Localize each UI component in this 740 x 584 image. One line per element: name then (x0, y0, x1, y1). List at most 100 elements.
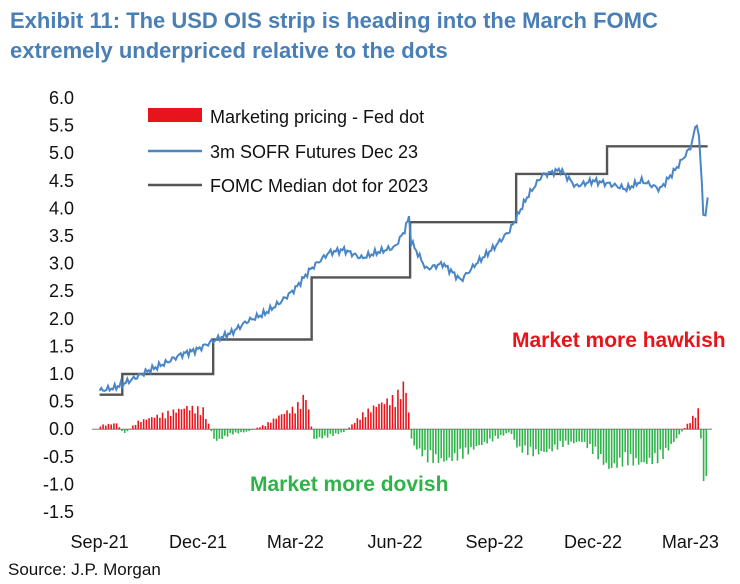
bar (670, 429, 672, 444)
bar (315, 429, 318, 439)
bar (589, 429, 591, 444)
bar (448, 429, 451, 458)
bar (551, 429, 553, 452)
bar (410, 429, 413, 439)
bar (575, 429, 578, 443)
bar (683, 428, 686, 430)
bar (340, 429, 342, 433)
bar (329, 429, 332, 434)
bar (332, 429, 334, 436)
bar (667, 429, 670, 451)
bar (107, 423, 110, 430)
bar (418, 429, 421, 449)
bar (483, 429, 486, 442)
bar (245, 429, 248, 432)
bar (467, 429, 470, 455)
y-tick-label: 5.5 (49, 116, 74, 136)
bar (572, 429, 575, 444)
bar (581, 429, 583, 443)
bar (240, 429, 242, 433)
bar (175, 412, 177, 430)
bar (334, 429, 337, 434)
bar (600, 429, 602, 455)
y-tick-label: 4.5 (49, 171, 74, 191)
bar (478, 429, 480, 446)
y-tick-label: 2.0 (49, 309, 74, 329)
legend-label: Marketing pricing - Fed dot (210, 107, 424, 127)
bar (183, 408, 186, 430)
bar (310, 426, 313, 430)
bar (456, 429, 459, 461)
y-tick-label: 1.5 (49, 336, 74, 356)
y-tick-label: 3.5 (49, 226, 74, 246)
bar (662, 429, 664, 459)
bar (364, 417, 367, 430)
bar (621, 429, 624, 467)
legend-label: 3m SOFR Futures Dec 23 (210, 142, 418, 162)
sofr-line (98, 124, 709, 393)
bar (378, 403, 380, 430)
bar (562, 429, 564, 448)
bar (372, 405, 375, 430)
bar (391, 395, 394, 430)
bar (432, 429, 434, 464)
bar (164, 418, 167, 430)
bar (532, 429, 534, 457)
bar (224, 429, 226, 436)
bar (213, 429, 215, 439)
bar (288, 413, 291, 430)
bar (353, 423, 356, 430)
y-tick-label: 3.0 (49, 254, 74, 274)
bar (416, 429, 418, 450)
bar (629, 429, 632, 454)
bar (229, 429, 232, 434)
bar (627, 429, 629, 466)
bar (126, 429, 129, 432)
bar (624, 429, 626, 453)
bar (545, 429, 548, 453)
bar (123, 429, 126, 433)
bar (313, 429, 315, 439)
bar (99, 426, 102, 430)
bar (648, 429, 651, 458)
bar (602, 429, 605, 465)
bar (167, 410, 169, 430)
bar (537, 429, 540, 455)
bar (305, 400, 307, 430)
bar (529, 429, 532, 447)
bar (345, 429, 348, 431)
bar (637, 429, 640, 465)
source-note: Source: J.P. Morgan (8, 560, 161, 579)
bar (556, 429, 559, 450)
bar (443, 429, 445, 462)
bar (307, 409, 310, 430)
bar (140, 422, 142, 430)
bar (178, 408, 180, 430)
legend-swatch-bars (148, 108, 202, 122)
bar (202, 407, 204, 430)
bar (407, 412, 410, 430)
bar (380, 402, 383, 430)
bar (613, 429, 616, 464)
bar (242, 429, 245, 433)
bar (161, 412, 164, 430)
annotations: Market more hawkish Market more dovish (250, 329, 726, 496)
bar (524, 429, 526, 446)
x-tick-label: Mar-23 (662, 532, 719, 552)
bar (594, 429, 597, 447)
bar (453, 429, 456, 454)
bar (302, 394, 305, 430)
bar (429, 429, 432, 451)
bar (280, 414, 283, 430)
bar (199, 415, 202, 430)
bar (554, 429, 556, 445)
bar (356, 418, 359, 430)
bar (570, 429, 572, 442)
bar (278, 415, 280, 430)
bar (559, 429, 562, 441)
bar (451, 429, 453, 461)
bar (608, 429, 610, 469)
bar (700, 429, 702, 439)
bar (370, 412, 372, 430)
bar (472, 429, 475, 450)
